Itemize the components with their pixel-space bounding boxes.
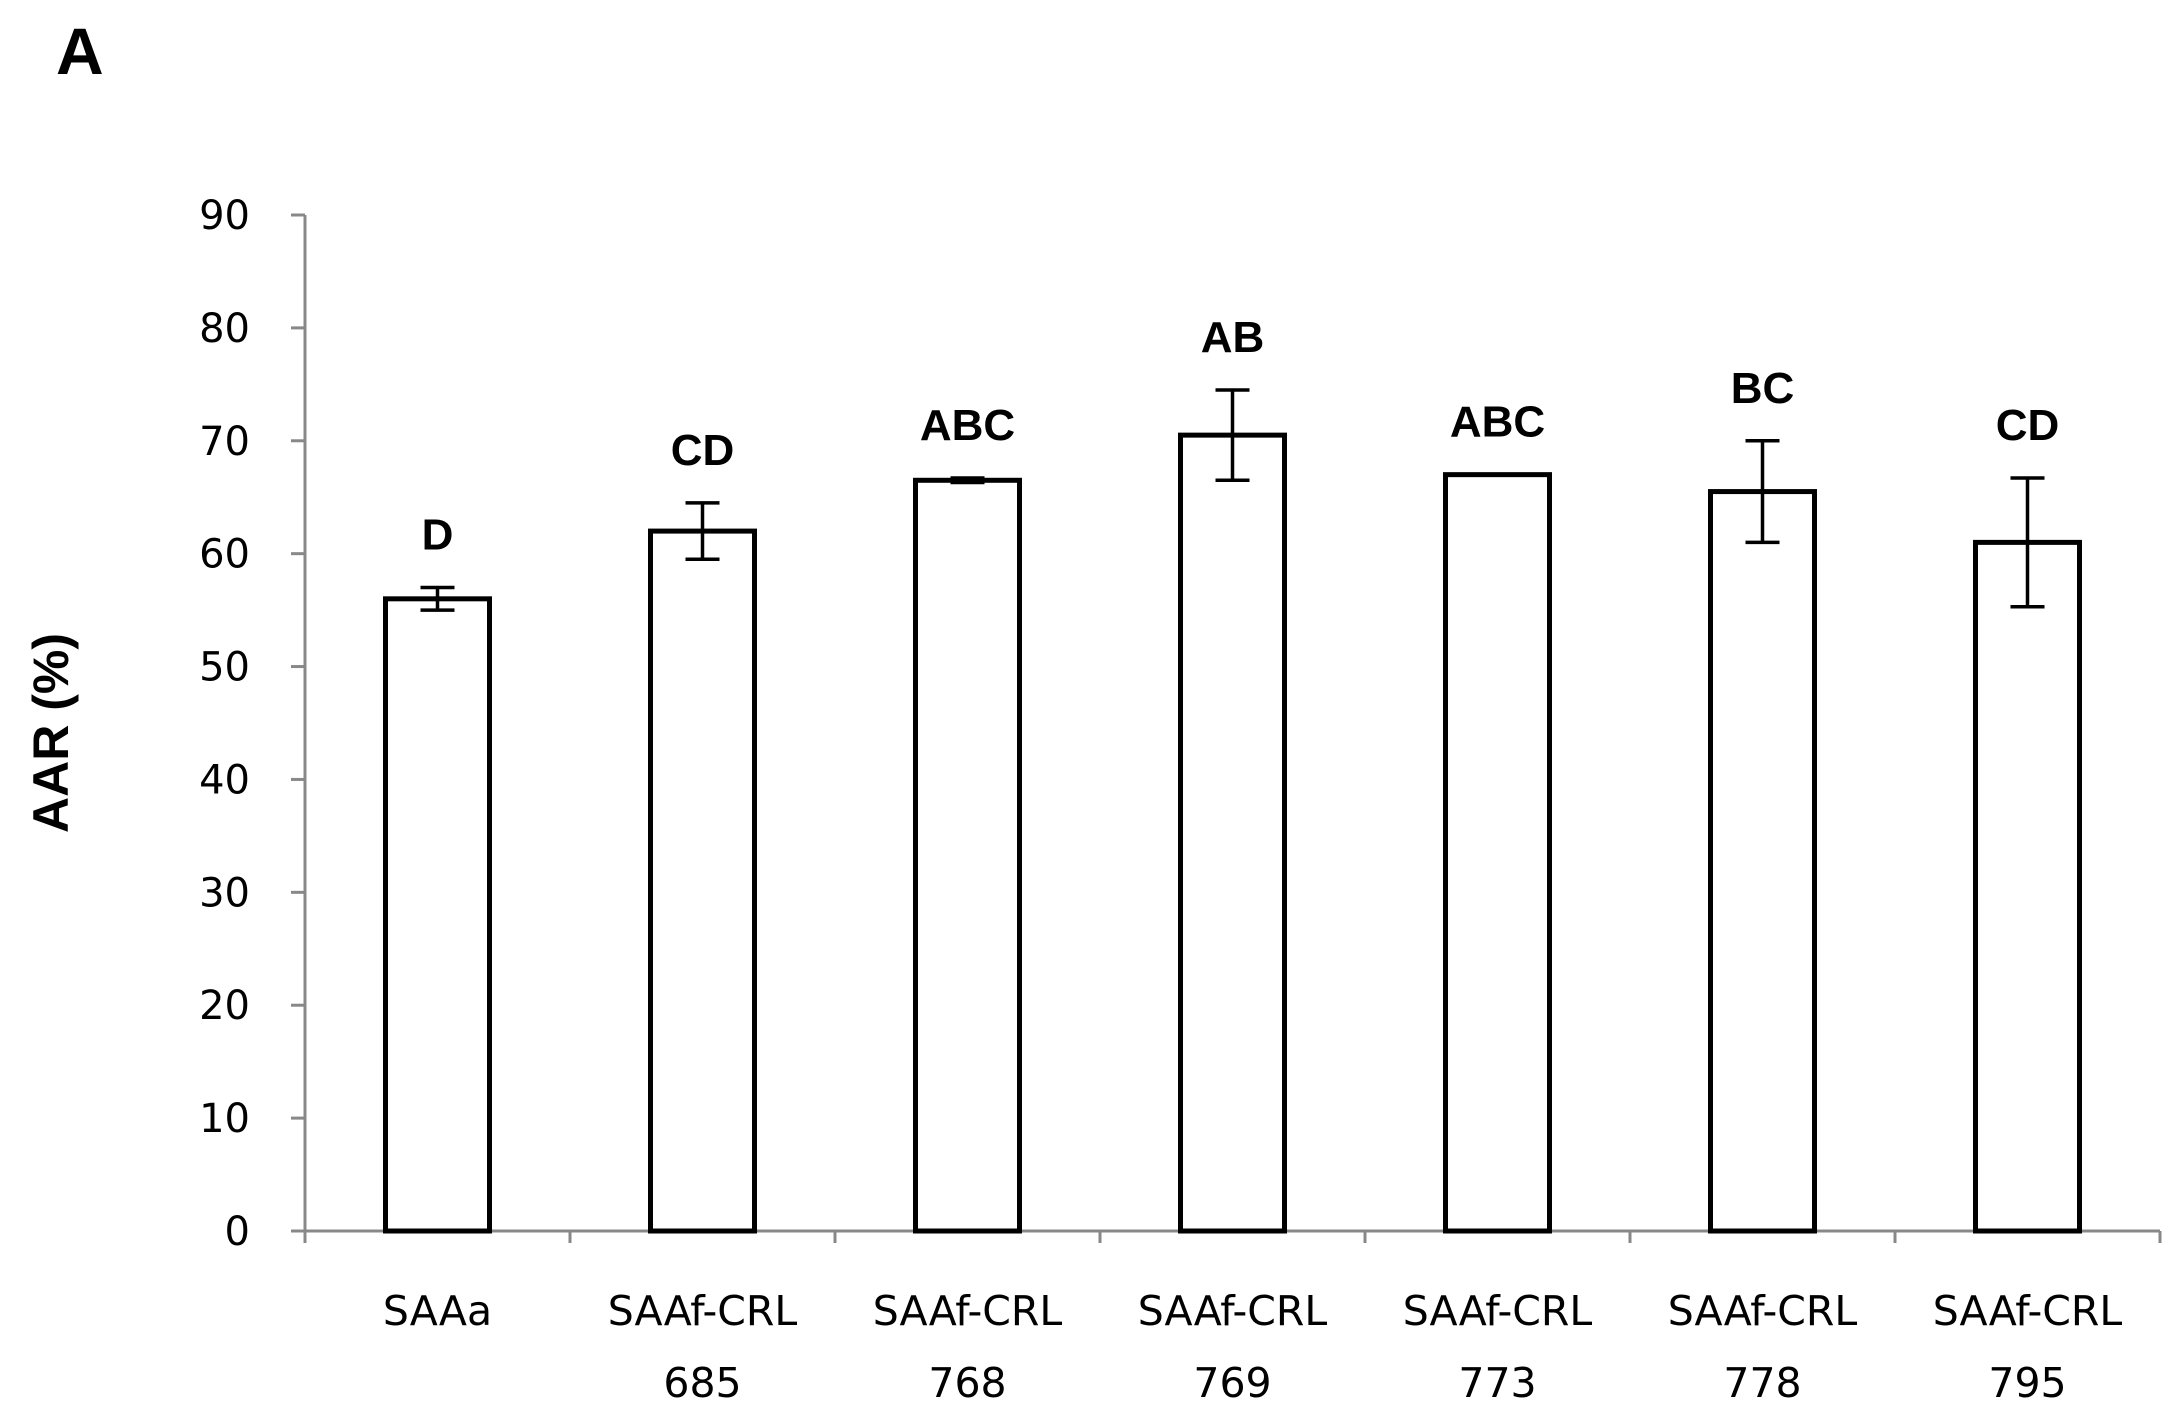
group-label: CD — [1996, 401, 2060, 450]
x-tick-label: 768 — [928, 1359, 1006, 1407]
y-axis-label: AAR (%) — [23, 633, 79, 833]
x-tick-label: 778 — [1723, 1359, 1801, 1407]
y-tick-label: 50 — [199, 645, 250, 691]
x-tick-label: 769 — [1193, 1359, 1271, 1407]
x-tick-label: SAAf-CRL — [1403, 1287, 1593, 1335]
bar — [648, 528, 757, 1234]
x-tick-label: SAAf-CRL — [608, 1287, 798, 1335]
axes: 0 10 20 30 40 50 60 70 80 90 — [199, 193, 2162, 1255]
group-label: ABC — [920, 401, 1015, 450]
bar — [383, 596, 492, 1234]
y-tick-label: 80 — [199, 306, 250, 352]
y-tick-label: 40 — [199, 757, 250, 803]
x-tick-label: 773 — [1458, 1359, 1536, 1407]
x-tick-label: SAAa — [383, 1287, 492, 1335]
x-tick-label: SAAf-CRL — [1933, 1287, 2123, 1335]
bar — [1973, 539, 2082, 1234]
x-tick-label: 685 — [663, 1359, 741, 1407]
x-tick-label: SAAf-CRL — [873, 1287, 1063, 1335]
group-label: CD — [671, 426, 735, 475]
x-tick-label: SAAf-CRL — [1138, 1287, 1328, 1335]
y-tick-label: 70 — [199, 419, 250, 465]
group-label: ABC — [1450, 398, 1545, 447]
y-tick-label: 20 — [199, 983, 250, 1029]
bars: D SAAa CD SAAf-CRL 685 ABC SAAf-CRL 768 AB SAAf-C… — [383, 313, 2122, 1407]
bar — [1708, 489, 1817, 1234]
x-tick-label: SAAf-CRL — [1668, 1287, 1858, 1335]
panel-letter: A — [56, 14, 104, 88]
y-tick-label: 90 — [199, 193, 250, 239]
group-label: D — [422, 511, 454, 560]
y-tick-label: 0 — [225, 1209, 250, 1255]
group-label: AB — [1201, 313, 1265, 362]
bar — [1443, 472, 1552, 1234]
y-tick-label: 60 — [199, 532, 250, 578]
group-label: BC — [1731, 364, 1795, 413]
y-tick-label: 30 — [199, 870, 250, 916]
bar — [913, 477, 1022, 1234]
y-tick-label: 10 — [199, 1096, 250, 1142]
bar — [1178, 432, 1287, 1234]
x-tick-label: 795 — [1988, 1359, 2066, 1407]
